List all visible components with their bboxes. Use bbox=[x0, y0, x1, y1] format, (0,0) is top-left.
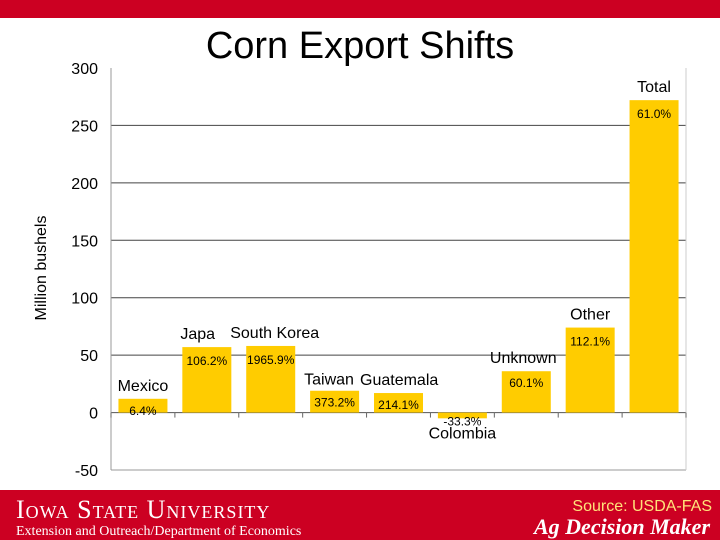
bar-guatemala bbox=[374, 393, 423, 413]
y-tick-label: 250 bbox=[71, 118, 98, 135]
data-label: 373.2% bbox=[314, 396, 355, 410]
y-tick-label: 100 bbox=[71, 291, 98, 308]
data-label: 60.1% bbox=[509, 376, 543, 390]
y-tick-label: -50 bbox=[75, 463, 98, 480]
bar-taiwan bbox=[310, 390, 360, 413]
source-text: Source: USDA-FAS bbox=[572, 498, 712, 515]
bar-mexico bbox=[118, 398, 168, 413]
bar-other bbox=[565, 327, 615, 413]
category-label: Colombia bbox=[429, 425, 497, 442]
category-label: Japa bbox=[180, 326, 215, 343]
university-name: Iowa State University bbox=[16, 495, 271, 524]
y-tick-label: 200 bbox=[71, 176, 98, 193]
bar-south-korea bbox=[246, 345, 296, 413]
data-label: 6.4% bbox=[129, 404, 157, 418]
data-label: 61.0% bbox=[637, 107, 671, 121]
chart-title: Corn Export Shifts bbox=[205, 25, 515, 67]
data-label: 106.2% bbox=[186, 354, 227, 368]
category-label: Unknown bbox=[490, 350, 557, 367]
bar-colombia bbox=[437, 412, 487, 419]
y-axis-label: Million bushels bbox=[33, 216, 50, 321]
category-label: Guatemala bbox=[360, 372, 438, 389]
footer-banner: Iowa State University Extension and Outr… bbox=[0, 490, 720, 540]
data-label: -33.3% bbox=[443, 415, 481, 429]
category-label: Total bbox=[637, 79, 671, 96]
data-label: 1965.9% bbox=[247, 353, 295, 367]
y-tick-label: 50 bbox=[80, 348, 98, 365]
y-tick-label: 300 bbox=[71, 61, 98, 78]
data-label: 112.1% bbox=[570, 335, 610, 349]
data-label: 214.1% bbox=[378, 398, 419, 412]
category-label: Taiwan bbox=[304, 372, 354, 389]
department-text: Extension and Outreach/Department of Eco… bbox=[16, 524, 302, 539]
category-label: Other bbox=[570, 307, 611, 324]
brand-logo: Ag Decision Maker bbox=[534, 514, 710, 539]
category-label: South Korea bbox=[230, 325, 319, 342]
bar-japa bbox=[182, 347, 232, 413]
bar-chart: -50 0 50 100 150 200 250 300 Million bushels 6.4%… bbox=[33, 61, 687, 480]
top-banner bbox=[0, 0, 720, 18]
y-tick-label: 0 bbox=[89, 406, 98, 423]
category-label: Mexico bbox=[118, 378, 169, 395]
bar-unknown bbox=[501, 371, 551, 413]
bar-total bbox=[629, 100, 679, 413]
y-tick-label: 150 bbox=[71, 233, 98, 250]
